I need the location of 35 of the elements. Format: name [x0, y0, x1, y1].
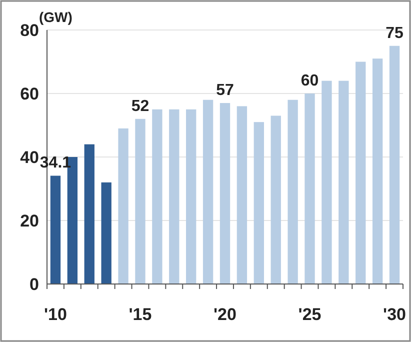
bar [84, 144, 94, 284]
bar [220, 103, 230, 284]
bar [50, 176, 61, 284]
y-tick-label: 0 [30, 274, 39, 294]
bar [152, 109, 162, 284]
bar [338, 80, 349, 284]
bar [288, 100, 298, 284]
bar [101, 182, 112, 284]
y-tick-label: 80 [20, 20, 39, 40]
bar [186, 109, 196, 284]
bar [118, 128, 128, 284]
y-tick-label: 20 [20, 211, 39, 230]
data-label: 75 [386, 24, 404, 42]
data-label: 52 [131, 98, 150, 115]
bar [304, 94, 315, 284]
bar [202, 100, 214, 284]
x-tick-label: '10 [44, 305, 67, 324]
data-label: 60 [300, 72, 319, 90]
x-tick-label: '30 [383, 305, 406, 324]
bar [372, 58, 383, 284]
y-tick-label: 60 [20, 84, 39, 104]
x-tick-label: '15 [128, 305, 152, 324]
bar [254, 122, 264, 284]
data-label: 57 [216, 82, 234, 100]
bar [356, 62, 366, 284]
bar [389, 46, 400, 284]
x-tick-label: '20 [214, 305, 236, 324]
bar [169, 109, 180, 284]
x-tick-label: '25 [298, 305, 322, 324]
bar [135, 118, 146, 284]
bar [270, 116, 281, 284]
y-tick-label: 40 [20, 148, 39, 167]
y-axis-title: (GW) [39, 9, 72, 25]
bar [322, 80, 332, 284]
bar [236, 106, 248, 284]
